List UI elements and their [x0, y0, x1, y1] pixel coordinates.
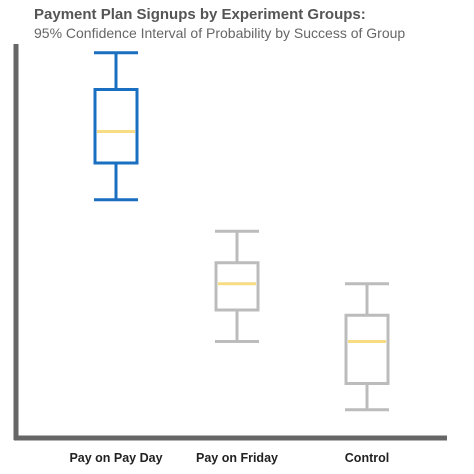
- chart-subtitle: 95% Confidence Interval of Probability b…: [34, 25, 406, 41]
- box-group: [214, 229, 260, 343]
- box-iqr: [214, 261, 260, 312]
- category-label: Control: [345, 451, 389, 465]
- box-iqr: [93, 88, 139, 165]
- box-group: [344, 282, 390, 412]
- boxes-layer: [93, 51, 390, 412]
- category-labels: Pay on Pay Day Pay on Friday Control: [69, 451, 389, 465]
- box-iqr: [344, 313, 390, 385]
- category-label: Pay on Friday: [196, 451, 278, 465]
- category-label: Pay on Pay Day: [69, 451, 162, 465]
- box-group: [93, 51, 139, 202]
- chart-title: Payment Plan Signups by Experiment Group…: [34, 6, 366, 23]
